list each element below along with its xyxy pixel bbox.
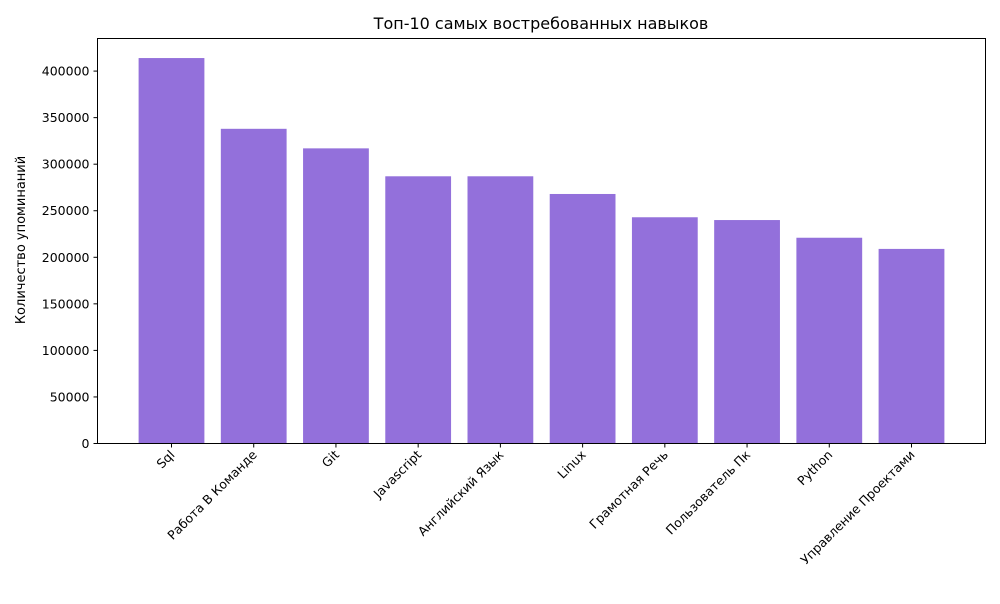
x-tick-label: Linux [554,447,588,481]
bar [714,220,780,444]
y-ticks-group: 0 50000 100000 150000 200000 250000 300000 3500… [42,64,98,451]
bar [385,176,452,444]
y-axis-label: Количество упоминаний [14,156,29,324]
x-tick-label: Javascript [370,447,425,502]
y-tick-label: 350000 [42,110,90,125]
x-tick-label: Пользователь Пк [663,447,754,538]
bar [796,237,863,444]
x-tick-label: Грамотная Речь [586,447,671,532]
y-tick-label: 250000 [42,203,90,218]
y-tick-label: 50000 [50,389,90,404]
y-tick-label: 200000 [42,250,90,265]
chart-title: Топ-10 самых востребованных навыков [373,14,709,33]
plot-frame [97,38,986,444]
bar [549,193,616,444]
bar [138,58,205,444]
y-tick-label: 400000 [42,64,90,79]
x-tick-label: Английский Язык [415,447,507,539]
x-tick-label: Sql [153,447,177,471]
x-tick-label: Python [794,447,835,488]
x-tick-label: Git [319,447,342,470]
bar [878,248,945,444]
bar [631,217,698,444]
bar [467,176,534,444]
y-tick-label: 100000 [42,343,90,358]
bar [303,148,369,444]
y-tick-label: 150000 [42,296,90,311]
y-tick-label: 300000 [42,157,90,172]
bar [220,128,287,444]
y-tick-label: 0 [82,436,90,451]
x-tick-label: Работа В Команде [164,447,260,543]
bars-group [138,58,945,444]
